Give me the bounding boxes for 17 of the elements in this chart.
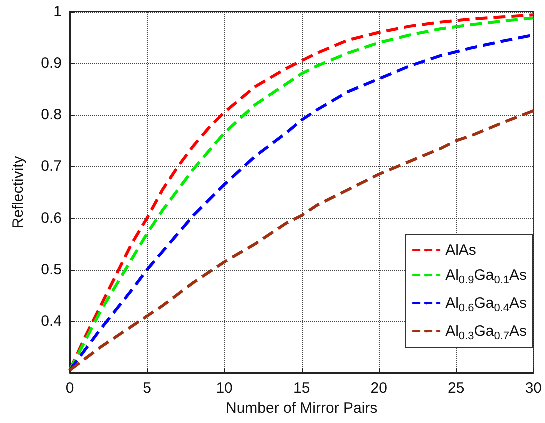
- y-tick-label: 0.5: [41, 261, 62, 278]
- y-tick-label: 0.8: [41, 106, 62, 124]
- y-axis-title: Reflectivity: [10, 156, 27, 229]
- x-tick-label: 15: [293, 380, 310, 397]
- x-axis-title: Number of Mirror Pairs: [226, 400, 378, 417]
- x-tick-label: 5: [143, 380, 152, 397]
- y-tick-label: 0.6: [41, 210, 62, 227]
- legend-label: AlAs: [446, 242, 476, 259]
- y-tick-label: 0.4: [41, 312, 62, 330]
- x-tick-label: 30: [525, 380, 542, 397]
- x-tick-label: 10: [216, 380, 233, 397]
- x-tick-label: 0: [66, 380, 74, 397]
- x-tick-label: 25: [448, 380, 465, 397]
- x-tick-label: 20: [370, 380, 388, 397]
- y-tick-label: 0.7: [41, 158, 62, 176]
- y-tick-label: 1: [54, 4, 62, 20]
- y-tick-label: 0.9: [41, 55, 62, 72]
